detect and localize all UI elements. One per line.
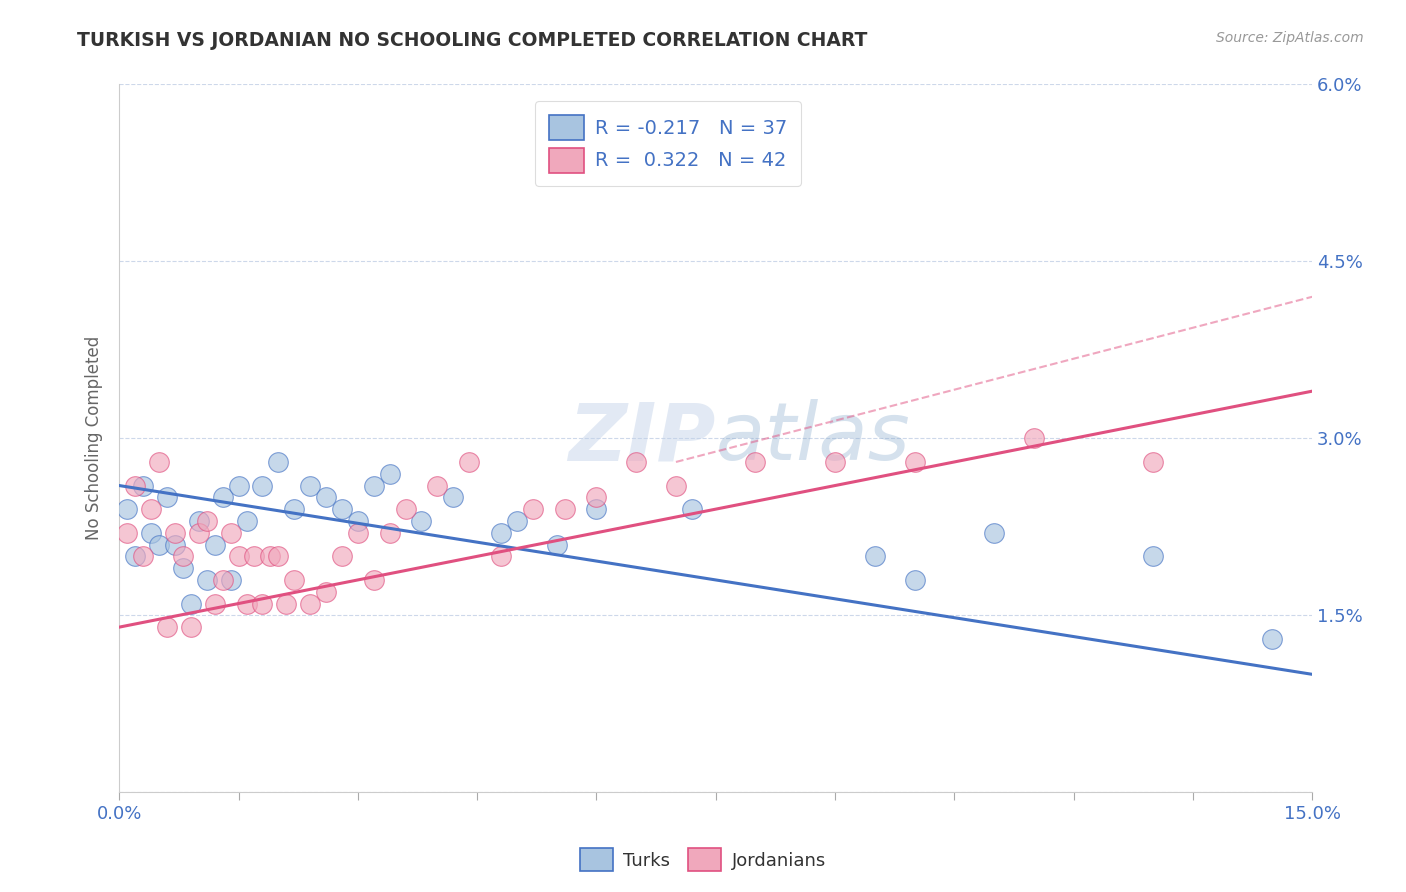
Point — [585, 491, 607, 505]
Legend: R = -0.217   N = 37, R =  0.322   N = 42: R = -0.217 N = 37, R = 0.322 N = 42 — [534, 101, 801, 186]
Point — [363, 573, 385, 587]
Point — [163, 537, 186, 551]
Point — [863, 549, 886, 564]
Point — [243, 549, 266, 564]
Point — [330, 502, 353, 516]
Point — [585, 502, 607, 516]
Point — [665, 478, 688, 492]
Point — [411, 514, 433, 528]
Point — [267, 549, 290, 564]
Point — [204, 537, 226, 551]
Point — [824, 455, 846, 469]
Point — [172, 549, 194, 564]
Point — [139, 502, 162, 516]
Point — [347, 514, 370, 528]
Point — [458, 455, 481, 469]
Point — [394, 502, 416, 516]
Point — [228, 478, 250, 492]
Point — [426, 478, 449, 492]
Point — [1022, 431, 1045, 445]
Point — [522, 502, 544, 516]
Point — [235, 514, 257, 528]
Point — [132, 478, 155, 492]
Point — [172, 561, 194, 575]
Point — [378, 525, 401, 540]
Point — [681, 502, 703, 516]
Point — [211, 573, 233, 587]
Point — [115, 525, 138, 540]
Point — [330, 549, 353, 564]
Text: atlas: atlas — [716, 400, 911, 477]
Point — [219, 573, 242, 587]
Point — [546, 537, 568, 551]
Point — [378, 467, 401, 481]
Point — [1142, 549, 1164, 564]
Point — [124, 549, 146, 564]
Point — [283, 573, 305, 587]
Point — [195, 514, 218, 528]
Point — [315, 491, 337, 505]
Text: TURKISH VS JORDANIAN NO SCHOOLING COMPLETED CORRELATION CHART: TURKISH VS JORDANIAN NO SCHOOLING COMPLE… — [77, 31, 868, 50]
Point — [903, 455, 925, 469]
Point — [744, 455, 766, 469]
Point — [235, 597, 257, 611]
Point — [259, 549, 281, 564]
Point — [276, 597, 298, 611]
Point — [267, 455, 290, 469]
Point — [204, 597, 226, 611]
Point — [187, 525, 209, 540]
Point — [124, 478, 146, 492]
Point — [148, 455, 170, 469]
Point — [903, 573, 925, 587]
Point — [228, 549, 250, 564]
Legend: Turks, Jordanians: Turks, Jordanians — [572, 841, 834, 879]
Point — [252, 597, 274, 611]
Y-axis label: No Schooling Completed: No Schooling Completed — [86, 336, 103, 541]
Point — [115, 502, 138, 516]
Point — [1142, 455, 1164, 469]
Point — [180, 597, 202, 611]
Point — [347, 525, 370, 540]
Point — [148, 537, 170, 551]
Point — [489, 549, 512, 564]
Point — [211, 491, 233, 505]
Point — [252, 478, 274, 492]
Point — [187, 514, 209, 528]
Text: ZIP: ZIP — [568, 400, 716, 477]
Point — [180, 620, 202, 634]
Point — [299, 478, 322, 492]
Point — [139, 525, 162, 540]
Point — [163, 525, 186, 540]
Point — [315, 584, 337, 599]
Point — [283, 502, 305, 516]
Point — [299, 597, 322, 611]
Text: Source: ZipAtlas.com: Source: ZipAtlas.com — [1216, 31, 1364, 45]
Point — [506, 514, 529, 528]
Point — [195, 573, 218, 587]
Point — [219, 525, 242, 540]
Point — [132, 549, 155, 564]
Point — [624, 455, 647, 469]
Point — [441, 491, 464, 505]
Point — [363, 478, 385, 492]
Point — [489, 525, 512, 540]
Point — [156, 491, 179, 505]
Point — [156, 620, 179, 634]
Point — [983, 525, 1005, 540]
Point — [554, 502, 576, 516]
Point — [1261, 632, 1284, 646]
